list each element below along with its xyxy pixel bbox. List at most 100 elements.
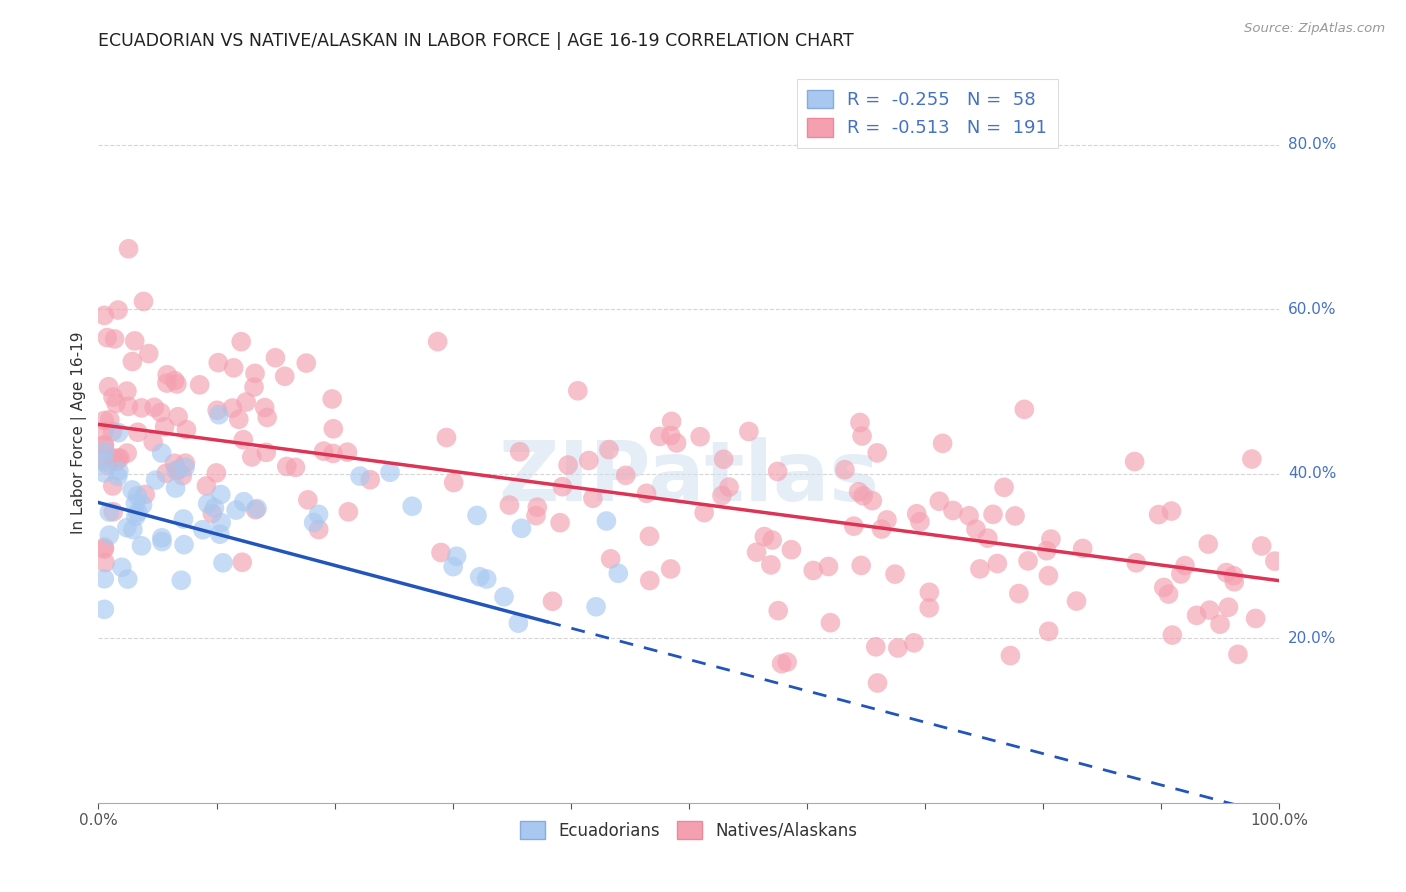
Point: [599, 552, 621, 566]
Point: [638, 574, 661, 588]
Point: [150, 534, 173, 549]
Point: [163, 456, 186, 470]
Point: [170, 574, 193, 588]
Point: [1123, 454, 1146, 468]
Point: [349, 469, 371, 483]
Point: [191, 523, 214, 537]
Point: [718, 480, 741, 494]
Point: [557, 458, 579, 472]
Point: [430, 545, 453, 559]
Point: [121, 354, 143, 368]
Point: [759, 558, 782, 572]
Point: [860, 493, 883, 508]
Point: [848, 484, 870, 499]
Point: [98, 528, 121, 542]
Point: [111, 560, 134, 574]
Point: [551, 480, 574, 494]
Text: ECUADORIAN VS NATIVE/ALASKAN IN LABOR FORCE | AGE 16-19 CORRELATION CHART: ECUADORIAN VS NATIVE/ALASKAN IN LABOR FO…: [98, 32, 855, 50]
Point: [131, 539, 153, 553]
Legend: Ecuadorians, Natives/Alaskans: Ecuadorians, Natives/Alaskans: [513, 814, 865, 847]
Point: [302, 516, 325, 530]
Point: [1000, 648, 1022, 663]
Point: [526, 500, 548, 515]
Point: [1170, 566, 1192, 581]
Point: [446, 549, 468, 564]
Point: [849, 416, 872, 430]
Point: [541, 594, 564, 608]
Point: [188, 377, 211, 392]
Point: [312, 444, 335, 458]
Point: [93, 454, 115, 468]
Point: [150, 531, 173, 545]
Point: [494, 590, 516, 604]
Point: [468, 570, 491, 584]
Point: [1066, 594, 1088, 608]
Point: [156, 376, 179, 390]
Point: [876, 513, 898, 527]
Point: [176, 423, 198, 437]
Point: [240, 450, 263, 464]
Point: [208, 527, 231, 541]
Point: [117, 242, 139, 256]
Point: [1198, 603, 1220, 617]
Point: [243, 367, 266, 381]
Point: [173, 538, 195, 552]
Point: [174, 460, 197, 475]
Point: [441, 559, 464, 574]
Point: [965, 522, 987, 536]
Point: [93, 451, 115, 466]
Point: [145, 473, 167, 487]
Point: [122, 523, 145, 537]
Point: [443, 475, 465, 490]
Point: [134, 487, 156, 501]
Point: [117, 572, 139, 586]
Point: [107, 451, 129, 466]
Point: [172, 512, 194, 526]
Point: [222, 360, 245, 375]
Point: [235, 395, 257, 409]
Point: [918, 600, 941, 615]
Point: [138, 346, 160, 360]
Point: [172, 468, 194, 483]
Point: [284, 460, 307, 475]
Point: [149, 405, 172, 419]
Point: [243, 380, 266, 394]
Point: [884, 567, 907, 582]
Point: [150, 446, 173, 460]
Point: [101, 425, 124, 439]
Text: Source: ZipAtlas.com: Source: ZipAtlas.com: [1244, 22, 1385, 36]
Point: [510, 521, 533, 535]
Point: [359, 473, 381, 487]
Point: [93, 542, 115, 557]
Point: [1035, 543, 1057, 558]
Point: [93, 445, 115, 459]
Point: [766, 604, 789, 618]
Point: [153, 419, 176, 434]
Point: [93, 309, 115, 323]
Point: [866, 446, 889, 460]
Point: [820, 615, 842, 630]
Point: [107, 425, 129, 440]
Point: [942, 503, 965, 517]
Point: [93, 424, 115, 438]
Point: [104, 332, 127, 346]
Point: [401, 500, 423, 514]
Point: [638, 529, 661, 543]
Point: [107, 469, 129, 483]
Point: [254, 445, 277, 459]
Point: [1226, 648, 1249, 662]
Point: [97, 380, 120, 394]
Point: [321, 392, 343, 406]
Point: [993, 480, 1015, 494]
Point: [745, 545, 768, 559]
Point: [661, 414, 683, 428]
Point: [931, 436, 953, 450]
Point: [1197, 537, 1219, 551]
Point: [903, 636, 925, 650]
Point: [659, 562, 682, 576]
Point: [1160, 504, 1182, 518]
Point: [197, 497, 219, 511]
Point: [865, 640, 887, 654]
Point: [98, 412, 121, 426]
Point: [256, 410, 278, 425]
